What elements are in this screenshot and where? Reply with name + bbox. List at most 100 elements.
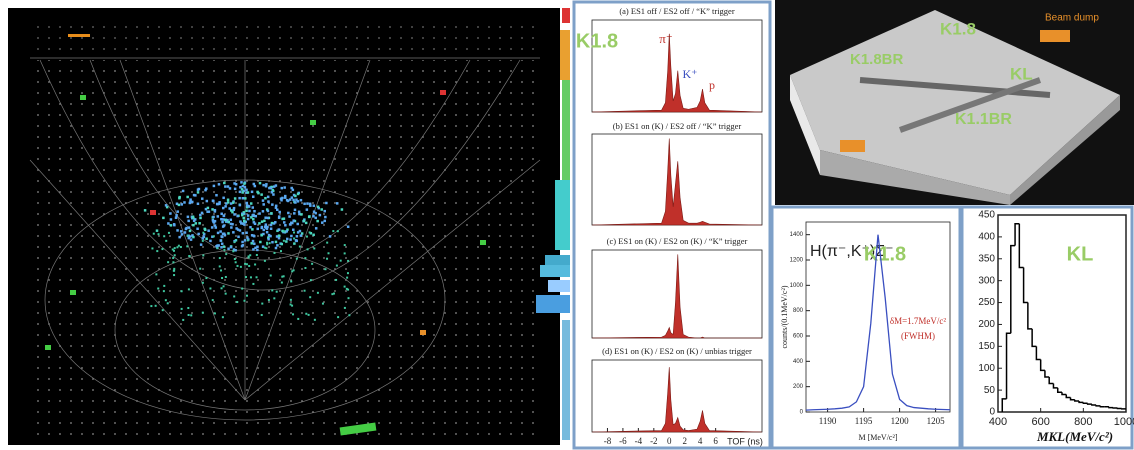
hit bbox=[188, 288, 190, 290]
hit bbox=[237, 265, 239, 267]
hit bbox=[213, 235, 215, 237]
hit bbox=[270, 212, 273, 215]
hit bbox=[199, 214, 202, 217]
hit bbox=[253, 215, 256, 218]
hit bbox=[181, 308, 183, 310]
hit bbox=[324, 268, 326, 270]
hit bbox=[223, 214, 226, 217]
hit bbox=[218, 203, 221, 206]
hit bbox=[215, 226, 218, 229]
hit bbox=[241, 188, 244, 191]
hit bbox=[246, 236, 249, 239]
hit bbox=[233, 241, 235, 243]
hit bbox=[180, 230, 183, 233]
hit bbox=[292, 313, 294, 315]
hit bbox=[247, 239, 249, 241]
y-tick-label: 150 bbox=[978, 341, 995, 352]
event-display bbox=[8, 8, 560, 445]
hit bbox=[271, 203, 274, 206]
hit bbox=[280, 199, 283, 202]
hit bbox=[209, 287, 211, 289]
hit bbox=[181, 203, 184, 206]
hit bbox=[341, 208, 344, 211]
hit bbox=[248, 265, 250, 267]
hit bbox=[250, 202, 253, 205]
hit bbox=[271, 191, 274, 194]
y-tick-label: 400 bbox=[793, 359, 804, 365]
hit bbox=[270, 275, 272, 277]
panel-title: (d) ES1 on (K) / ES2 on (K) / unbias tri… bbox=[602, 346, 752, 356]
hit bbox=[192, 236, 195, 239]
hit bbox=[296, 235, 299, 238]
hit bbox=[247, 214, 250, 217]
hit bbox=[150, 210, 156, 215]
hit bbox=[217, 232, 220, 235]
hit bbox=[281, 243, 284, 246]
x-axis-label: TOF (ns) bbox=[727, 436, 763, 446]
y-tick-label: 450 bbox=[978, 210, 995, 221]
floor-label: K1.8 bbox=[940, 19, 976, 38]
x-axis-label: M [MeV/c²] bbox=[858, 433, 897, 442]
hit bbox=[172, 261, 174, 263]
hit bbox=[240, 266, 242, 268]
hit bbox=[306, 236, 308, 238]
hit bbox=[175, 217, 178, 220]
hit bbox=[300, 199, 303, 202]
hit bbox=[305, 222, 308, 225]
hit bbox=[250, 216, 253, 219]
hit bbox=[294, 209, 297, 212]
hit bbox=[182, 319, 184, 321]
hit bbox=[184, 231, 187, 234]
annotation: (FWHM) bbox=[901, 331, 935, 341]
hit bbox=[299, 246, 301, 248]
hit bbox=[265, 223, 268, 226]
hit bbox=[276, 244, 279, 247]
y-tick-label: 350 bbox=[978, 253, 995, 264]
hit bbox=[281, 218, 284, 221]
hit bbox=[236, 215, 239, 218]
annotation: K1.8 bbox=[864, 243, 906, 265]
y-tick-label: 50 bbox=[984, 385, 996, 396]
hit bbox=[300, 234, 303, 237]
hit bbox=[205, 277, 207, 279]
hit bbox=[270, 227, 273, 230]
hit bbox=[165, 204, 168, 207]
hit bbox=[181, 233, 184, 236]
hit bbox=[267, 210, 270, 213]
hit bbox=[206, 210, 209, 213]
floor-label: Beam dump bbox=[1045, 13, 1099, 24]
floor-label: KL bbox=[1010, 64, 1033, 83]
hit bbox=[296, 223, 299, 226]
hit bbox=[287, 212, 290, 215]
hit bbox=[283, 275, 285, 277]
hit bbox=[285, 240, 288, 243]
hit bbox=[325, 202, 328, 205]
hit bbox=[190, 314, 192, 316]
hit bbox=[163, 290, 165, 292]
hit bbox=[245, 276, 247, 278]
hit bbox=[168, 232, 170, 234]
hit bbox=[170, 224, 173, 227]
hit bbox=[297, 318, 299, 320]
hit bbox=[340, 260, 342, 262]
hit bbox=[306, 202, 309, 205]
hit bbox=[173, 223, 176, 226]
hit bbox=[294, 201, 297, 204]
hit bbox=[315, 227, 318, 230]
hit bbox=[314, 217, 317, 220]
hit bbox=[163, 285, 165, 287]
hit bbox=[273, 185, 276, 188]
hit bbox=[188, 255, 190, 257]
hit bbox=[153, 233, 155, 235]
hit bbox=[178, 196, 181, 199]
x-tick-label: -8 bbox=[604, 436, 612, 446]
hit bbox=[240, 181, 243, 184]
hit bbox=[264, 197, 267, 200]
hit bbox=[273, 297, 275, 299]
hit bbox=[186, 196, 189, 199]
x-tick-label: 600 bbox=[1031, 416, 1049, 428]
hit bbox=[187, 235, 189, 237]
annotation: π⁺ bbox=[659, 31, 672, 46]
hit bbox=[294, 195, 297, 198]
hit bbox=[180, 246, 182, 248]
